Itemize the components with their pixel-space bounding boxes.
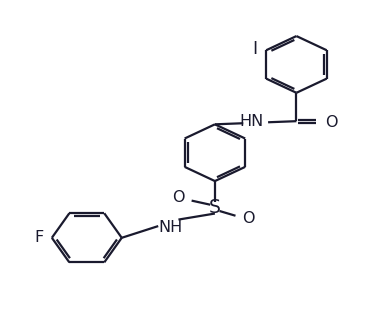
Text: F: F xyxy=(35,230,44,245)
Text: HN: HN xyxy=(239,114,263,129)
Text: I: I xyxy=(253,40,258,58)
Text: S: S xyxy=(209,198,221,218)
Text: O: O xyxy=(242,211,255,226)
Text: NH: NH xyxy=(158,220,182,235)
Text: O: O xyxy=(172,190,185,205)
Text: O: O xyxy=(325,115,337,130)
